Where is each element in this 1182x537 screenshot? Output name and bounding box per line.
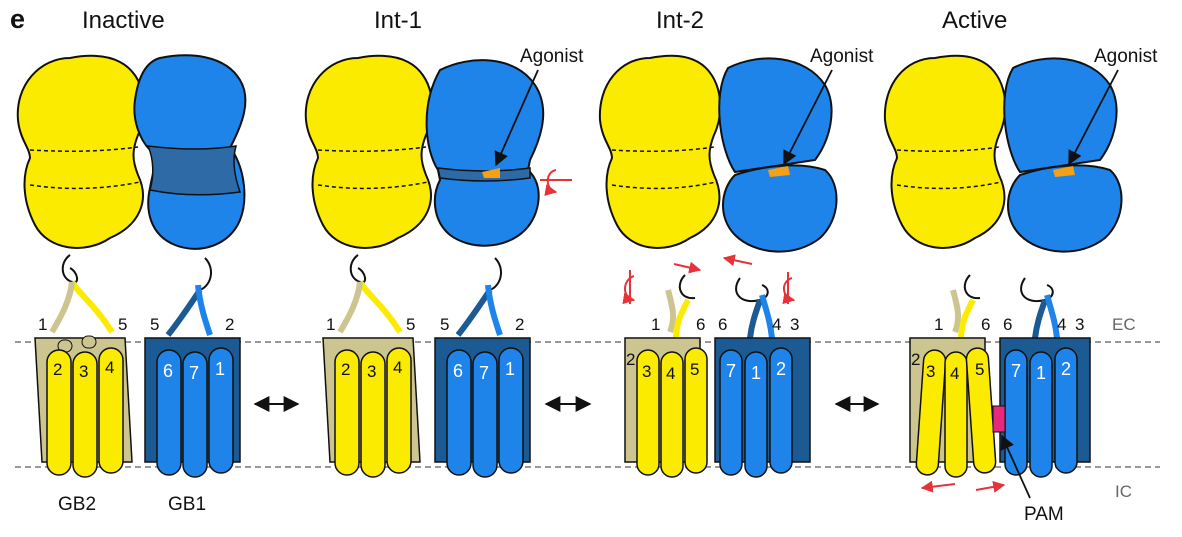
- helix-label: 1: [505, 359, 515, 379]
- gb1-helix-7-inactive: [182, 351, 208, 478]
- translation-arrow: [673, 261, 702, 274]
- agonist-label: Agonist: [1094, 46, 1158, 67]
- helix-label: 7: [726, 361, 736, 381]
- helix-label: 3: [1075, 315, 1084, 334]
- agonist-label: Agonist: [810, 46, 874, 67]
- gb1-helix-1-inactive: [208, 347, 234, 474]
- ec-label: EC: [1112, 315, 1136, 334]
- helix-label: 7: [479, 363, 489, 383]
- rotation-arrow: [782, 277, 796, 305]
- helix-label: 3: [926, 362, 935, 381]
- helix-label: 4: [950, 364, 959, 383]
- gb2-vft-active: [883, 54, 1007, 249]
- motion-arrow: [920, 480, 956, 493]
- helix-label: 6: [718, 315, 727, 334]
- agonist-int1: [482, 168, 500, 178]
- helix-label: 2: [225, 315, 234, 334]
- state-title-int2: Int-2: [656, 7, 704, 34]
- gb1-interface-inactive: [146, 145, 242, 196]
- gb2-vft-int2: [598, 54, 722, 249]
- helix-label: 2: [53, 360, 62, 379]
- subunit-label-gb2: GB2: [58, 494, 96, 515]
- ic-label: IC: [1115, 482, 1132, 501]
- subunit-label-gb1: GB1: [168, 494, 206, 515]
- helix-label: 6: [981, 315, 990, 334]
- helix-label: 1: [651, 315, 660, 334]
- gb1-vft-active-upper: [1003, 57, 1118, 174]
- gb1-helix-6-inactive: [156, 349, 182, 476]
- pam-label: PAM: [1024, 504, 1064, 525]
- helix-label: 5: [690, 360, 699, 379]
- helix-label: 5: [150, 315, 159, 334]
- helix-label: 2: [1061, 359, 1071, 379]
- motion-arrow: [975, 480, 1006, 493]
- helix-label: 7: [1011, 361, 1021, 381]
- helix-label: 2: [515, 315, 524, 334]
- gb1-vft-int2-lower: [722, 164, 838, 253]
- agonist-pointer: [494, 69, 539, 167]
- agonist-int2: [768, 166, 790, 177]
- helix-label: 3: [642, 362, 651, 381]
- helix-label: 1: [751, 363, 761, 383]
- gb1-vft-active-lower: [1007, 164, 1123, 253]
- helix-label: 6: [1003, 315, 1012, 334]
- helix-label: 5: [440, 315, 449, 334]
- helix-label: 2: [911, 350, 920, 369]
- state-inactive: 1 5 2 3 4 5 2 6 7 1 GB2 GB1: [16, 54, 247, 515]
- helix-label: 2: [341, 360, 350, 379]
- agonist-active: [1053, 166, 1075, 177]
- agonist-pointer: [783, 69, 833, 166]
- helix-label: 3: [79, 362, 88, 381]
- helix-label: 4: [772, 315, 781, 334]
- helix-label: 2: [776, 359, 786, 379]
- state-int1: Agonist 1 5 2 3 4 5 2 6 7 1: [304, 46, 584, 478]
- helix-label: 7: [189, 363, 199, 383]
- gb1-vft-int1: [425, 59, 545, 247]
- state-title-active: Active: [942, 7, 1007, 34]
- helix-label: 5: [118, 315, 127, 334]
- helix-label: 1: [215, 359, 225, 379]
- translation-arrow: [722, 254, 753, 267]
- panel-label: e: [10, 4, 25, 34]
- helix-label: 4: [666, 364, 675, 383]
- state-int2: Agonist 1 6 6 4 3 2 3 4 5 7 1 2: [598, 46, 874, 478]
- helix-label: 6: [696, 315, 705, 334]
- helix-label: 2: [626, 350, 635, 369]
- helix-label: 1: [38, 315, 47, 334]
- rotation-arrow: [544, 169, 558, 196]
- helix-label: 4: [105, 358, 114, 377]
- agonist-label: Agonist: [520, 46, 584, 67]
- helix-label: 1: [326, 315, 335, 334]
- rotation-arrow: [622, 275, 636, 305]
- helix-label: 1: [1036, 363, 1046, 383]
- helix-label: 5: [975, 360, 984, 379]
- helix-label: 5: [406, 315, 415, 334]
- helix-label: 6: [453, 361, 463, 381]
- gb1-vft-int2-upper: [718, 57, 833, 174]
- gb2-helix-2-inactive: [46, 349, 72, 476]
- helix-label: 4: [1057, 315, 1066, 334]
- state-title-inactive: Inactive: [82, 7, 165, 34]
- helix-label: 3: [790, 315, 799, 334]
- gb2-helix-4-inactive: [98, 347, 124, 474]
- pam-molecule: [992, 405, 1006, 433]
- pam-pointer: [1000, 434, 1031, 499]
- state-title-int1: Int-1: [374, 7, 422, 34]
- helix-label: 6: [163, 361, 173, 381]
- helix-label: 1: [934, 315, 943, 334]
- helix-label: 3: [367, 362, 376, 381]
- state-active: Agonist PAM 1 6 6 4 3 2 3 4 5 7 1 2: [883, 46, 1158, 525]
- agonist-pointer: [1068, 69, 1119, 166]
- gb2-helix-3-inactive: [72, 351, 98, 478]
- helix-label: 4: [393, 358, 402, 377]
